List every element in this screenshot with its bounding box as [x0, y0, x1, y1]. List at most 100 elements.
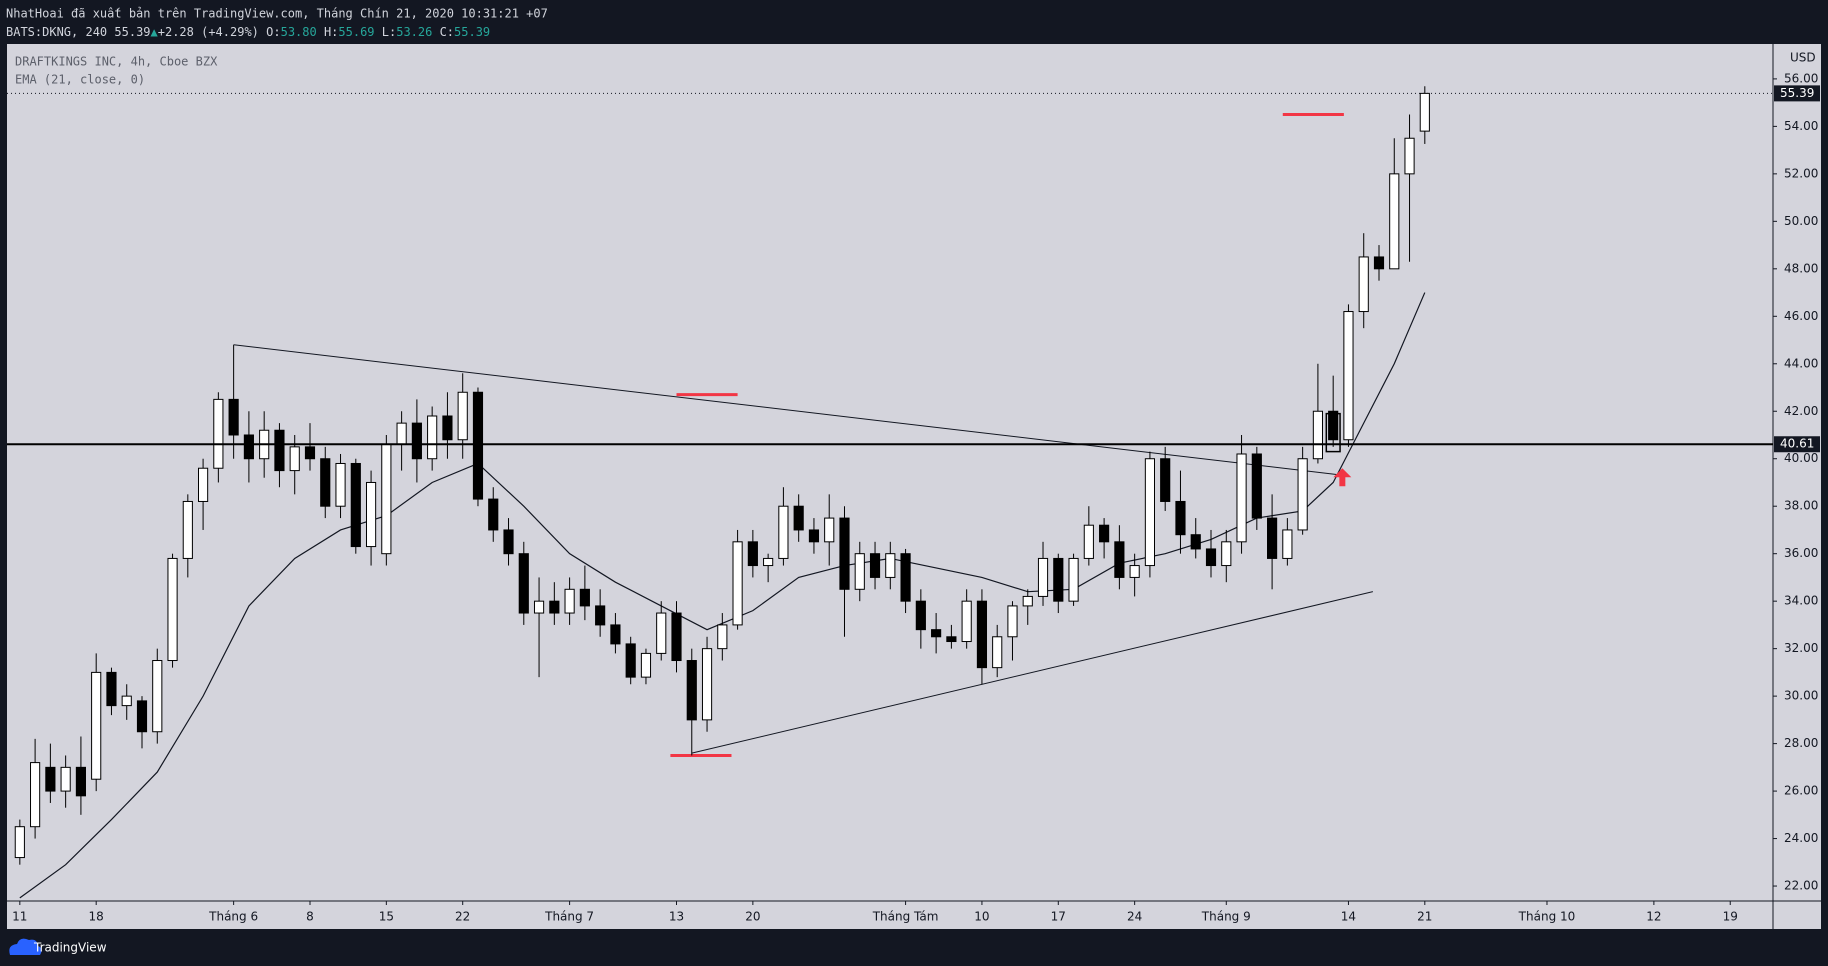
candle-body: [121, 695, 132, 707]
candle-body: [656, 612, 667, 654]
x-tick-label: 8: [306, 910, 314, 924]
candle-body: [91, 671, 102, 780]
open-value: 53.80: [281, 25, 317, 39]
change: +2.28 (+4.29%): [158, 25, 259, 39]
hline-price-label-box: [1774, 436, 1820, 453]
arrow-marker: [1333, 468, 1352, 487]
change-arrow: ▲: [151, 25, 159, 39]
candle-body: [1022, 595, 1033, 607]
last-price: 55.39: [114, 25, 150, 39]
candle-body: [304, 446, 316, 460]
candle-body: [60, 766, 71, 792]
symbol: BATS:DKNG, 240: [6, 25, 107, 39]
candle-body: [14, 826, 25, 859]
open-label: O:: [266, 25, 280, 39]
highlight-box: [1325, 412, 1341, 453]
candle-body: [396, 422, 407, 445]
candle-body: [579, 588, 590, 607]
candle-body: [289, 446, 300, 472]
candle-body: [518, 553, 529, 614]
candle-body: [686, 660, 697, 721]
y-tick-label: 22.00: [1784, 879, 1818, 893]
x-tick-label: 11: [12, 910, 27, 924]
candle-body: [1205, 548, 1217, 567]
candle-body: [747, 541, 758, 567]
candle-body: [457, 391, 468, 441]
candle-body: [1343, 311, 1354, 441]
candle-body: [1267, 517, 1278, 559]
y-tick-label: 54.00: [1784, 119, 1818, 133]
candle-body: [549, 600, 560, 614]
brand-name[interactable]: TradingView: [33, 941, 107, 955]
candle-body: [1297, 458, 1308, 531]
candle-body: [1007, 605, 1018, 638]
candle-body: [931, 629, 942, 638]
candle-body: [946, 636, 957, 643]
chart-title: DRAFTKINGS INC, 4h, Cboe BZX: [15, 55, 218, 69]
close-value: 55.39: [454, 25, 490, 39]
brand-logo: [9, 938, 42, 955]
x-tick-label: 13: [669, 910, 684, 924]
candle-body: [411, 422, 422, 460]
candle-body: [1236, 453, 1247, 543]
low-label: L:: [382, 25, 396, 39]
candle-body: [610, 624, 621, 645]
y-tick-label: 42.00: [1784, 404, 1818, 418]
candle-body: [1160, 458, 1171, 502]
x-tick-label: 18: [89, 910, 104, 924]
publisher-line: NhatHoai đã xuất bản trên TradingView.co…: [6, 7, 548, 21]
x-tick-label: Tháng Tám: [872, 910, 939, 924]
y-tick-label: 48.00: [1784, 261, 1818, 275]
candle-body: [75, 766, 86, 797]
candle-body: [45, 766, 56, 792]
x-tick-label: 20: [745, 910, 760, 924]
candle-body: [900, 553, 911, 602]
candle-body: [442, 415, 453, 441]
candle-body: [136, 700, 148, 733]
candle-body: [992, 636, 1003, 669]
candle-body: [1053, 557, 1064, 602]
candle-body: [961, 600, 972, 643]
y-tick-label: 24.00: [1784, 831, 1818, 845]
drawing-line: [691, 591, 1374, 754]
candle-body: [503, 529, 514, 555]
candle-body: [335, 462, 346, 507]
candle-body: [320, 458, 331, 507]
y-tick-label: 26.00: [1784, 784, 1818, 798]
candle-body: [1068, 557, 1079, 602]
x-tick-label: Tháng 6: [208, 910, 258, 924]
candle-body: [869, 553, 881, 578]
legend-ema: EMA (21, close, 0): [15, 73, 145, 87]
last-price-label-box: [1774, 85, 1820, 102]
candle-body: [533, 600, 545, 614]
candle-body: [701, 648, 713, 721]
candle-body: [1328, 410, 1339, 441]
currency-label: USD: [1790, 51, 1816, 65]
candle-body: [763, 557, 774, 567]
candle-body: [228, 398, 239, 436]
candle-body: [732, 541, 743, 626]
candle-body: [1358, 256, 1369, 313]
y-tick-label: 28.00: [1784, 736, 1818, 750]
candle-body: [1312, 410, 1323, 460]
candle-body: [885, 553, 896, 578]
x-tick-label: 24: [1127, 910, 1142, 924]
x-tick-label: 10: [974, 910, 989, 924]
y-tick-label: 52.00: [1784, 166, 1818, 180]
candle-body: [365, 481, 377, 548]
candle-body: [1144, 458, 1156, 567]
candle-body: [671, 612, 682, 662]
y-tick-label: 32.00: [1784, 641, 1818, 655]
candle-body: [488, 498, 499, 531]
y-tick-label: 36.00: [1784, 546, 1818, 560]
candle-body: [625, 643, 636, 678]
candle-body: [381, 443, 392, 555]
y-tick-label: 46.00: [1784, 309, 1818, 323]
x-tick-label: 21: [1417, 910, 1432, 924]
candle-body: [1129, 565, 1140, 578]
y-tick-label: 56.00: [1784, 71, 1818, 85]
low-value: 53.26: [396, 25, 432, 39]
x-tick-label: 19: [1723, 910, 1738, 924]
